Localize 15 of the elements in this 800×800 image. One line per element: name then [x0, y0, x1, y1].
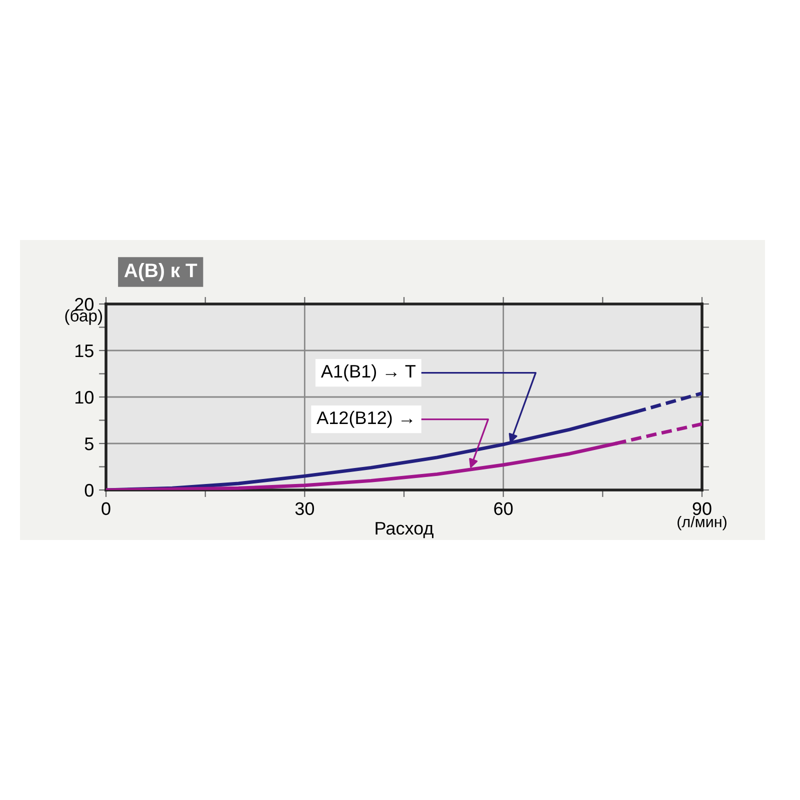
x-tick-label: 0	[102, 502, 110, 516]
y-tick-label: 10	[75, 390, 94, 404]
annotation: A1(B1) → T	[320, 364, 416, 382]
chart-title: A(B) к T	[124, 262, 198, 282]
x-tick-label: 90	[692, 502, 712, 516]
y-tick-label: 0	[84, 484, 94, 497]
x-tick-label: 30	[295, 502, 314, 516]
y-axis-title: (бар)	[65, 309, 102, 325]
y-tick-label: 20	[75, 298, 94, 311]
annotation: A12(B12) →	[316, 410, 412, 428]
text: (л/мин)	[678, 516, 726, 530]
x-axis-title: Расход	[376, 522, 434, 538]
y-tick-label: 5	[84, 438, 94, 450]
x-tick-label: 60	[494, 502, 513, 516]
y-tick-label: 15	[75, 344, 94, 358]
